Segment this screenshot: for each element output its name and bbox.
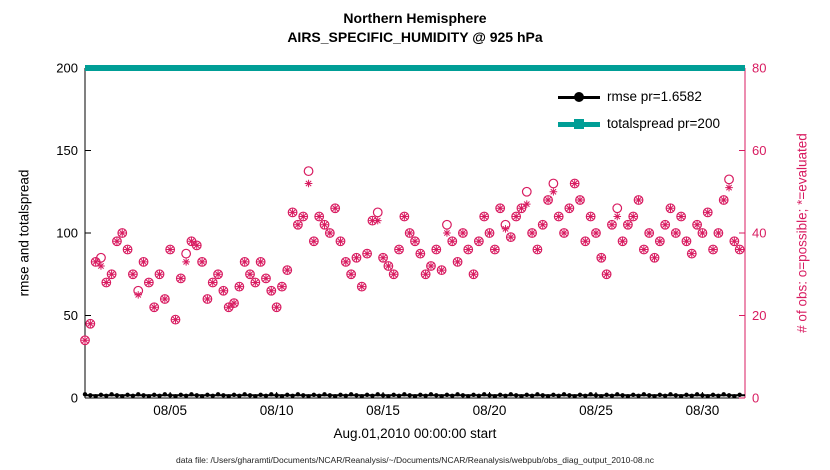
svg-text:08/30: 08/30 — [686, 403, 720, 418]
totalspread-square-marker-icon — [574, 118, 584, 129]
rmse-line — [82, 392, 745, 399]
evaluated-obs-markers — [81, 179, 744, 345]
svg-text:80: 80 — [752, 61, 766, 76]
legend-item-totalspread: totalspread pr=200 — [558, 110, 720, 137]
svg-text:150: 150 — [56, 143, 78, 158]
left-y-axis-label: rmse and totalspread — [16, 169, 32, 297]
legend: rmse pr=1.6582 totalspread pr=200 — [552, 80, 726, 140]
data-file-caption: data file: /Users/gharamti/Documents/NCA… — [176, 455, 654, 465]
right-axis-ticks: 0 20 40 60 80 — [739, 61, 766, 406]
svg-text:200: 200 — [56, 61, 78, 76]
chart-title-line1: Northern Hemisphere — [343, 10, 487, 26]
chart-title-line2: AIRS_SPECIFIC_HUMIDITY @ 925 hPa — [287, 29, 543, 45]
svg-text:100: 100 — [56, 226, 78, 241]
legend-item-rmse: rmse pr=1.6582 — [558, 83, 720, 110]
svg-text:60: 60 — [752, 143, 766, 158]
rmse-circle-marker-icon — [574, 91, 584, 102]
legend-label-rmse: rmse pr=1.6582 — [607, 89, 702, 104]
svg-text:08/20: 08/20 — [473, 403, 507, 418]
svg-text:0: 0 — [71, 391, 78, 406]
totalspread-line-sample — [558, 118, 600, 130]
legend-label-totalspread: totalspread pr=200 — [607, 116, 720, 131]
rmse-line-sample — [558, 91, 600, 103]
svg-text:40: 40 — [752, 226, 766, 241]
svg-text:08/05: 08/05 — [153, 403, 187, 418]
svg-text:08/25: 08/25 — [579, 403, 613, 418]
svg-text:0: 0 — [752, 391, 759, 406]
right-y-axis-label: # of obs: o=possible; *=evaluated — [794, 133, 810, 333]
svg-text:08/15: 08/15 — [366, 403, 400, 418]
left-axis-ticks: 0 50 100 150 200 — [56, 61, 91, 406]
svg-text:20: 20 — [752, 308, 766, 323]
svg-text:08/10: 08/10 — [260, 403, 294, 418]
possible-obs-markers — [80, 166, 745, 346]
svg-text:50: 50 — [64, 308, 78, 323]
x-axis-label: Aug.01,2010 00:00:00 start — [333, 426, 497, 441]
